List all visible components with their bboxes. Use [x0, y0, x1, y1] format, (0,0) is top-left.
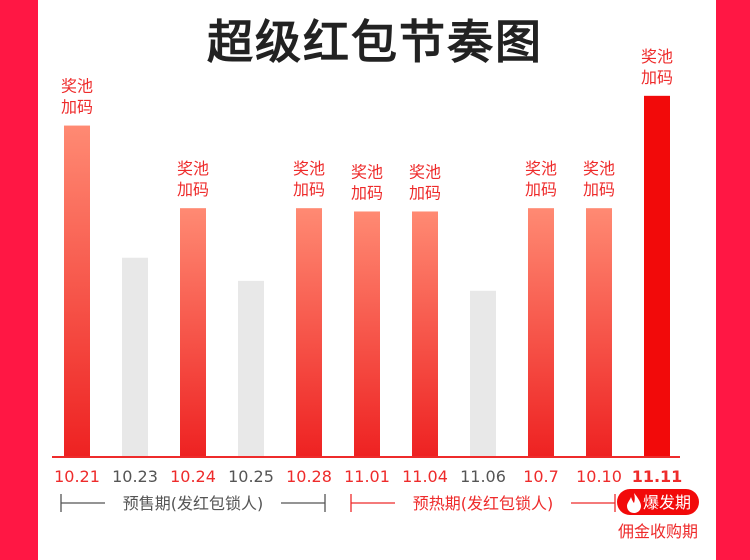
phase-label-0: 预售期(发红包锁人)	[123, 494, 264, 513]
bar-label-10.10-0: 奖池	[583, 159, 615, 178]
final-badge-label: 爆发期	[643, 493, 691, 512]
x-tick-10.21: 10.21	[54, 467, 100, 486]
bar-11.01	[354, 211, 380, 456]
bar-10.24	[180, 208, 206, 456]
bar-label-10.10-1: 加码	[583, 180, 615, 199]
bar-10.7	[528, 208, 554, 456]
bar-label-11.01-0: 奖池	[351, 162, 383, 181]
bar-11.06	[470, 290, 496, 456]
x-tick-11.01: 11.01	[344, 467, 390, 486]
bar-label-11.11-0: 奖池	[641, 47, 673, 66]
bar-10.25	[238, 280, 264, 456]
bar-10.23	[122, 257, 148, 456]
x-tick-10.25: 10.25	[228, 467, 274, 486]
bar-label-10.7-1: 加码	[525, 180, 557, 199]
bar-label-10.24-1: 加码	[177, 180, 209, 199]
bar-label-10.28-0: 奖池	[293, 159, 325, 178]
bar-10.28	[296, 208, 322, 456]
bar-11.04	[412, 211, 438, 456]
x-tick-10.23: 10.23	[112, 467, 158, 486]
final-badge-sublabel: 佣金收购期	[618, 522, 698, 541]
bar-11.11	[644, 95, 670, 457]
bar-label-10.24-0: 奖池	[177, 159, 209, 178]
left-red-edge	[0, 0, 38, 560]
flame-icon	[627, 493, 641, 513]
bar-label-10.21-1: 加码	[61, 98, 93, 117]
bar-10.21	[64, 125, 90, 456]
x-tick-10.28: 10.28	[286, 467, 332, 486]
bar-label-11.04-0: 奖池	[409, 162, 441, 181]
x-tick-10.24: 10.24	[170, 467, 216, 486]
bar-label-11.11-1: 加码	[641, 68, 673, 87]
x-tick-10.7: 10.7	[523, 467, 559, 486]
x-tick-11.06: 11.06	[460, 467, 506, 486]
x-tick-10.10: 10.10	[576, 467, 622, 486]
bar-label-10.28-1: 加码	[293, 180, 325, 199]
right-red-edge	[716, 0, 750, 560]
x-tick-labels: 10.21 10.23 10.24 10.25 10.28 11.01 11.04 11.06…	[54, 467, 682, 486]
bar-10.10	[586, 208, 612, 456]
phase-label-1: 预热期(发红包锁人)	[413, 494, 554, 513]
phase-bracket-1: 预热期(发红包锁人)	[350, 494, 616, 513]
x-tick-11.11: 11.11	[632, 467, 683, 486]
bar-label-10.7-0: 奖池	[525, 159, 557, 178]
bar-label-11.01-1: 加码	[351, 183, 383, 202]
bar-label-10.21-0: 奖池	[61, 77, 93, 96]
bar-label-11.04-1: 加码	[409, 183, 441, 202]
chart-title: 超级红包节奏图	[207, 15, 543, 69]
x-tick-11.04: 11.04	[402, 467, 448, 486]
phase-bracket-0: 预售期(发红包锁人)	[60, 494, 326, 513]
